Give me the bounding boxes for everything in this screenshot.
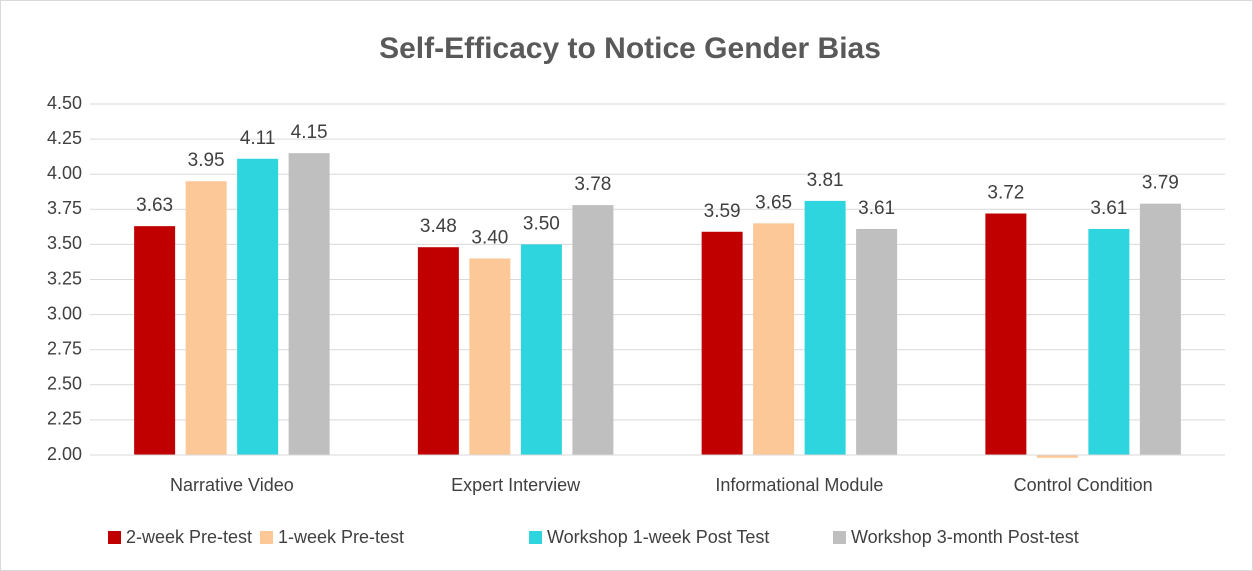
data-label: 3.63 xyxy=(136,195,173,216)
data-label: 3.40 xyxy=(471,227,508,248)
y-tick-label: 2.75 xyxy=(47,338,82,358)
bar xyxy=(856,228,898,455)
data-label: 3.78 xyxy=(574,174,611,195)
y-tick-label: 3.00 xyxy=(47,303,82,323)
bar xyxy=(804,200,846,455)
y-tick-label: 4.25 xyxy=(47,128,82,148)
legend-swatch xyxy=(108,531,121,544)
bar xyxy=(417,247,459,455)
bar xyxy=(237,158,279,456)
bar xyxy=(1088,228,1130,455)
legend-label: 1-week Pre-test xyxy=(278,527,404,547)
legend-swatch xyxy=(833,531,846,544)
bar xyxy=(985,213,1027,455)
x-tick-label: Narrative Video xyxy=(170,475,294,495)
bar xyxy=(753,223,795,455)
x-tick-label: Informational Module xyxy=(715,475,883,495)
data-label: 3.65 xyxy=(755,192,792,213)
legend-swatch xyxy=(529,531,542,544)
data-label: 3.50 xyxy=(523,213,560,234)
bar xyxy=(185,181,227,455)
legend-label: 2-week Pre-test xyxy=(126,527,252,547)
data-label: 3.72 xyxy=(987,183,1024,204)
bar xyxy=(469,258,511,455)
y-tick-label: 4.00 xyxy=(47,163,82,183)
data-label: 3.81 xyxy=(807,170,844,191)
legend-label: Workshop 1-week Post Test xyxy=(547,527,769,547)
y-tick-label: 3.25 xyxy=(47,268,82,288)
bar xyxy=(701,231,743,455)
bar xyxy=(572,205,614,455)
y-tick-label: 3.50 xyxy=(47,233,82,253)
data-label: 3.95 xyxy=(188,150,225,171)
x-tick-label: Expert Interview xyxy=(451,475,581,495)
data-label: 3.59 xyxy=(704,201,741,222)
legend-label: Workshop 3-month Post-test xyxy=(851,527,1079,547)
chart-title: Self-Efficacy to Notice Gender Bias xyxy=(379,32,881,65)
x-tick-label: Control Condition xyxy=(1014,475,1153,495)
data-label: 3.48 xyxy=(420,216,457,237)
y-tick-label: 2.50 xyxy=(47,374,82,394)
y-tick-label: 2.00 xyxy=(47,444,82,464)
data-label: 3.79 xyxy=(1142,173,1179,194)
data-label: 4.15 xyxy=(291,122,328,143)
data-label: 3.61 xyxy=(858,198,895,219)
legend-swatch xyxy=(260,531,273,544)
bar xyxy=(1139,203,1181,455)
data-label: 4.11 xyxy=(240,128,276,149)
bar xyxy=(1036,455,1078,458)
bar xyxy=(288,153,330,455)
y-tick-label: 3.75 xyxy=(47,198,82,218)
y-tick-label: 2.25 xyxy=(47,409,82,429)
data-label: 3.61 xyxy=(1090,198,1127,219)
bar xyxy=(520,244,562,455)
bar xyxy=(134,226,176,455)
y-tick-label: 4.50 xyxy=(47,93,82,113)
